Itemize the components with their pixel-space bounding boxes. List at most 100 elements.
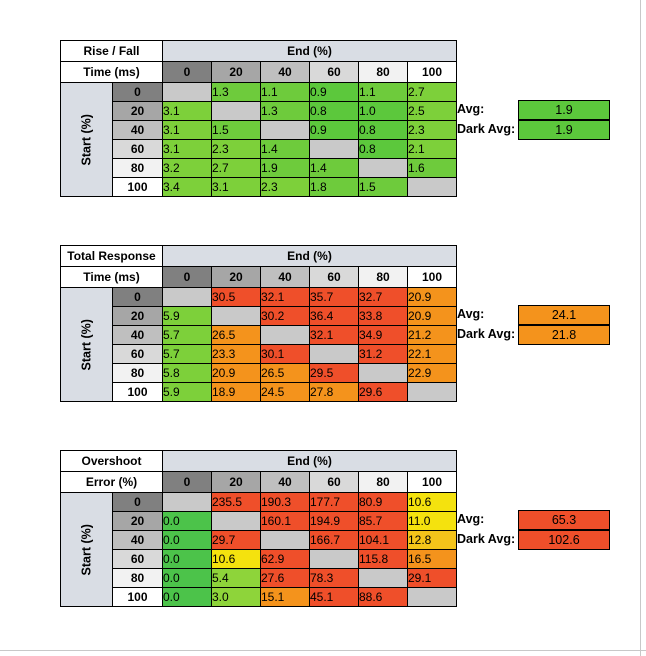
value-cell: 3.1 <box>162 101 212 121</box>
value-cell: 5.9 <box>162 382 212 402</box>
value-cell: 2.5 <box>406 101 458 121</box>
value-cell: 88.6 <box>358 587 408 607</box>
value-cell: 85.7 <box>358 511 408 531</box>
table-title-line1: Overshoot <box>60 450 163 472</box>
value-cell: 29.5 <box>309 363 359 383</box>
value-cell <box>358 158 408 178</box>
value-cell: 3.4 <box>162 177 212 197</box>
value-cell <box>309 139 359 159</box>
dark-avg-label: Dark Avg: <box>457 327 516 341</box>
value-cell <box>309 344 359 364</box>
value-cell: 18.9 <box>211 382 261 402</box>
value-cell: 0.0 <box>162 587 212 607</box>
row-header: 0 <box>112 492 163 512</box>
value-cell: 5.7 <box>162 325 212 345</box>
value-cell: 27.6 <box>260 568 310 588</box>
value-cell: 190.3 <box>260 492 310 512</box>
value-cell <box>406 382 458 402</box>
row-header: 80 <box>112 363 163 383</box>
column-header: 20 <box>211 471 261 493</box>
row-header: 100 <box>112 177 163 197</box>
value-cell <box>211 101 261 121</box>
table-row: 40 3.1 1.5 0.9 0.8 2.3 <box>61 120 458 140</box>
table-row: 60 0.0 10.6 62.9 115.8 16.5 <box>61 549 458 569</box>
value-cell: 1.9 <box>260 158 310 178</box>
value-cell: 78.3 <box>309 568 359 588</box>
value-cell: 0.8 <box>358 139 408 159</box>
value-cell: 36.4 <box>309 306 359 326</box>
value-cell <box>260 530 310 550</box>
table-row: 100 0.0 3.0 15.1 45.1 88.6 <box>61 587 458 607</box>
page-edge-right <box>640 0 641 656</box>
value-cell: 5.8 <box>162 363 212 383</box>
value-cell: 0.8 <box>358 120 408 140</box>
value-cell: 194.9 <box>309 511 359 531</box>
row-header: 40 <box>112 120 163 140</box>
column-header: 40 <box>260 471 310 493</box>
value-cell: 20.9 <box>406 287 458 307</box>
row-header: 100 <box>112 382 163 402</box>
value-cell: 1.0 <box>358 101 408 121</box>
table-row: Start (%) 0 30.5 32.1 35.7 32.7 20.9 <box>60 287 458 402</box>
value-cell: 20.9 <box>211 363 261 383</box>
value-cell: 10.6 <box>211 549 261 569</box>
dark-avg-value: 1.9 <box>518 120 610 140</box>
column-header: 40 <box>260 266 310 288</box>
value-cell: 29.7 <box>211 530 261 550</box>
start-header: Start (%) <box>60 287 113 402</box>
value-cell <box>406 587 458 607</box>
value-cell: 29.6 <box>358 382 408 402</box>
page-edge-bottom <box>0 650 646 651</box>
value-cell: 33.8 <box>358 306 408 326</box>
value-cell: 62.9 <box>260 549 310 569</box>
value-cell <box>211 511 261 531</box>
avg-value: 1.9 <box>518 100 610 120</box>
start-label: Start (%) <box>79 318 94 370</box>
dark-avg-value: 102.6 <box>518 530 610 550</box>
row-header: 60 <box>112 344 163 364</box>
start-header: Start (%) <box>60 82 113 197</box>
value-cell <box>260 325 310 345</box>
value-cell <box>260 120 310 140</box>
value-cell: 10.6 <box>406 492 458 512</box>
value-cell: 22.9 <box>406 363 458 383</box>
value-cell <box>162 82 212 102</box>
row-header: 0 <box>112 287 163 307</box>
value-cell: 1.4 <box>260 139 310 159</box>
value-cell: 1.4 <box>309 158 359 178</box>
value-cell: 32.7 <box>358 287 408 307</box>
table-title-line2: Time (ms) <box>60 61 163 83</box>
value-cell <box>211 306 261 326</box>
value-cell: 3.1 <box>211 177 261 197</box>
value-cell: 3.0 <box>211 587 261 607</box>
value-cell: 1.5 <box>211 120 261 140</box>
end-header: End (%) <box>161 40 458 62</box>
column-header: 0 <box>162 471 212 493</box>
value-cell: 5.7 <box>162 344 212 364</box>
response-grid: Total Response End (%) Time (ms) 0 20 40 60 80 1… <box>60 245 458 402</box>
value-cell: 0.8 <box>309 101 359 121</box>
start-label: Start (%) <box>79 113 94 165</box>
column-header: 20 <box>211 266 261 288</box>
table-row: 80 5.8 20.9 26.5 29.5 22.9 <box>61 363 458 383</box>
row-header: 0 <box>112 82 163 102</box>
value-cell: 29.1 <box>406 568 458 588</box>
row-header: 100 <box>112 587 163 607</box>
row-header: 60 <box>112 139 163 159</box>
value-cell: 2.3 <box>406 120 458 140</box>
value-cell: 177.7 <box>309 492 359 512</box>
table-row: 60 3.1 2.3 1.4 0.8 2.1 <box>61 139 458 159</box>
dark-avg-value: 21.8 <box>518 325 610 345</box>
row-header: 20 <box>112 101 163 121</box>
value-cell <box>358 363 408 383</box>
value-cell: 12.8 <box>406 530 458 550</box>
column-header: 60 <box>309 471 359 493</box>
value-cell: 0.0 <box>162 549 212 569</box>
avg-label: Avg: <box>457 512 485 526</box>
value-cell: 235.5 <box>211 492 261 512</box>
column-header: 60 <box>309 61 359 83</box>
value-cell: 30.5 <box>211 287 261 307</box>
row-header: 80 <box>112 158 163 178</box>
value-cell: 3.2 <box>162 158 212 178</box>
value-cell: 1.8 <box>309 177 359 197</box>
